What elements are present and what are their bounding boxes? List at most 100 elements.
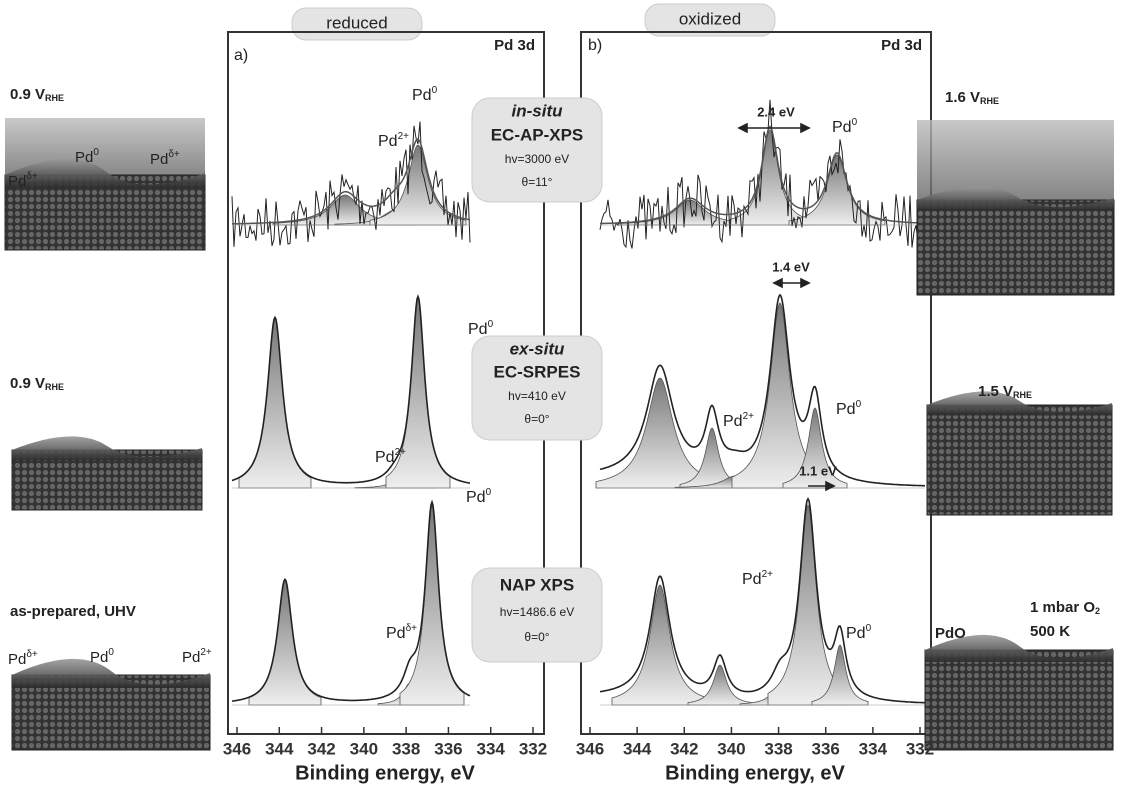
label-sup: δ+: [168, 149, 180, 160]
label-sup: 2+: [200, 647, 212, 658]
header: reduced: [326, 13, 387, 32]
model-slab: [926, 404, 1113, 516]
label-sup: 2+: [762, 569, 774, 580]
condition: 0.9 VRHE: [10, 375, 64, 392]
label-sup: 0: [856, 399, 862, 410]
peak-label: Pd2+: [723, 411, 754, 431]
component-peak: [811, 644, 869, 706]
tick-label: 344: [623, 739, 652, 758]
condition-main: 1.5 V: [978, 383, 1013, 400]
label-base: Pd: [378, 133, 398, 150]
component-peak: [399, 503, 465, 706]
peak-label: Pd2+: [378, 131, 409, 151]
condition: 500 K: [1030, 623, 1070, 640]
panel-label: b): [588, 37, 602, 54]
peak-label: Pdδ+: [386, 623, 417, 643]
label-sup: 0: [432, 85, 438, 96]
model-label: Pd0: [75, 147, 99, 166]
method-box: [471, 567, 603, 663]
method-box: [471, 97, 603, 203]
tick-label: 338: [764, 739, 792, 758]
condition-sub: RHE: [1013, 390, 1032, 400]
tick-label: 342: [307, 739, 335, 758]
spectrum: [599, 99, 925, 249]
model-slab: [924, 649, 1114, 751]
label-base: Pd: [836, 401, 856, 418]
label-base: Pd: [723, 413, 743, 430]
condition: PdO: [935, 625, 966, 642]
tick-label: 336: [434, 739, 462, 758]
spectrum: [231, 121, 471, 247]
header: oxidized: [679, 9, 741, 28]
label-sup: 2+: [395, 447, 407, 458]
axis-title: Binding energy, eV: [295, 762, 475, 784]
label-sup: 2+: [398, 131, 410, 142]
shift-label: 2.4 eV: [757, 104, 795, 119]
component-peak: [248, 579, 322, 706]
label-base: Pd: [846, 625, 866, 642]
panel-label: a): [234, 47, 248, 64]
spectrum: [599, 293, 926, 487]
label-base: Pd: [90, 649, 108, 666]
label-sup: 0: [108, 647, 114, 658]
model-top: [927, 391, 1112, 416]
component-peak: [729, 129, 811, 226]
tick-label: 334: [859, 739, 888, 758]
model-label: Pdδ+: [8, 649, 38, 668]
label-base: Pd: [742, 571, 762, 588]
model-slab: [916, 199, 1115, 296]
fit-envelope: [600, 125, 924, 225]
condition: 1.5 VRHE: [978, 383, 1032, 400]
label-base: Pd: [468, 321, 488, 338]
tick-label: 332: [519, 739, 547, 758]
shift-label: 1.4 eV: [772, 259, 810, 274]
shift-arrows: [737, 122, 836, 492]
label-base: Pd: [150, 151, 168, 168]
condition-main: 0.9 V: [10, 375, 45, 392]
label-sup: 0: [866, 623, 872, 634]
condition-sub: RHE: [980, 96, 999, 106]
condition-main: 1 mbar O: [1030, 599, 1095, 616]
condition-sub: RHE: [45, 93, 64, 103]
tick-label: 338: [392, 739, 420, 758]
tick-label: 342: [670, 739, 698, 758]
peak-label: Pd0: [832, 117, 858, 137]
condition: 1.6 VRHE: [945, 89, 999, 106]
axis-title: Binding energy, eV: [665, 762, 845, 784]
method-angle: θ=11°: [522, 175, 553, 189]
label-base: Pd: [75, 149, 93, 166]
method-name: EC-AP-XPS: [491, 125, 584, 144]
spectrum: [599, 497, 925, 704]
component-peak: [369, 144, 467, 226]
model-label: Pdδ+: [150, 149, 180, 168]
label-sup: 0: [488, 319, 494, 330]
spectrum: [231, 499, 471, 702]
method-name: NAP XPS: [500, 575, 574, 594]
model-label: Pd2+: [182, 647, 212, 666]
method-energy: hv=1486.6 eV: [500, 605, 574, 619]
label-base: Pd: [832, 119, 852, 136]
header-box: [644, 3, 776, 37]
component-peak: [782, 407, 848, 489]
component-peak: [611, 584, 709, 706]
method-name: EC-SRPES: [494, 362, 581, 381]
label-sup: δ+: [406, 623, 418, 634]
peak-label: Pd0: [846, 623, 872, 643]
component-peak: [788, 154, 886, 226]
label-base: Pd: [412, 87, 432, 104]
label-base: Pd: [386, 625, 406, 642]
component-peak: [238, 317, 312, 489]
spectrum: [231, 293, 471, 484]
region: Pd 3d: [881, 37, 922, 54]
condition: 1 mbar O2: [1030, 599, 1100, 616]
method-angle: θ=0°: [524, 630, 549, 644]
tick-label: 332: [906, 739, 934, 758]
condition-main: 0.9 V: [10, 86, 45, 103]
condition-sub: 2: [1095, 606, 1100, 616]
shift-label: 1.1 eV: [799, 463, 837, 478]
method-box: [471, 335, 603, 441]
model-top: [917, 186, 1114, 211]
peak-label: Pd0: [466, 487, 492, 507]
component-peak: [687, 664, 753, 706]
